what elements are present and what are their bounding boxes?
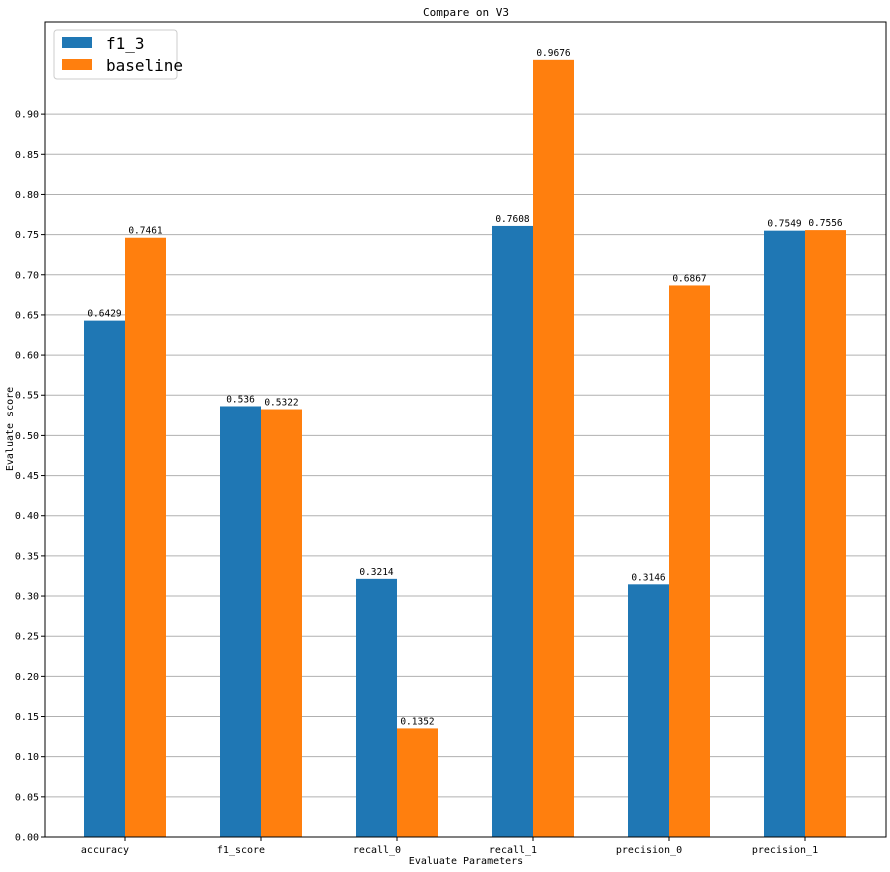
bar-value-label: 0.3214 (359, 567, 394, 578)
y-tick-label: 0.10 (15, 752, 39, 763)
chart-title: Compare on V3 (423, 6, 509, 19)
x-tick-label: accuracy (81, 845, 129, 856)
y-tick-label: 0.50 (15, 431, 39, 442)
y-tick-label: 0.35 (15, 551, 39, 562)
legend: f1_3 baseline (53, 29, 183, 80)
bar-baseline (533, 59, 574, 838)
bar-value-label: 0.536 (226, 394, 255, 405)
y-tick-label: 0.70 (15, 270, 39, 281)
bars (84, 59, 846, 838)
bar-f1-3 (220, 406, 261, 837)
grid-lines (45, 113, 886, 838)
bar-f1-3 (492, 225, 533, 837)
bar-value-label: 0.9676 (536, 48, 571, 59)
x-tick-label: precision_1 (752, 845, 818, 856)
bar-f1-3 (84, 320, 125, 837)
y-tick-label: 0.65 (15, 310, 39, 321)
y-tick-label: 0.25 (15, 632, 39, 643)
y-tick-label: 0.45 (15, 471, 39, 482)
y-tick-label: 0.55 (15, 391, 39, 402)
x-tick-label: recall_1 (489, 845, 537, 856)
y-tick-label: 0.00 (15, 833, 39, 844)
bar-baseline (669, 285, 710, 837)
legend-swatch-f1-3 (62, 37, 92, 48)
bar-value-label: 0.7608 (495, 214, 530, 225)
value-labels: 0.6429 0.7461 0.536 0.5322 0.3214 0.1352 0.760… (87, 48, 843, 728)
x-axis-ticks: accuracy f1_score recall_0 recall_1 precisio… (81, 837, 818, 856)
bar-baseline (125, 237, 166, 837)
plot-area-frame (44, 21, 887, 838)
bar-value-label: 0.7549 (767, 219, 802, 230)
y-axis-ticks: 0.00 0.05 0.10 0.15 0.20 0.25 0.30 0.35 0.40 0.45… (15, 110, 45, 844)
bar-baseline (805, 230, 846, 838)
y-tick-label: 0.85 (15, 150, 39, 161)
bar-baseline (397, 728, 438, 837)
y-tick-label: 0.40 (15, 511, 39, 522)
y-tick-label: 0.90 (15, 110, 39, 121)
x-tick-label: recall_0 (353, 845, 401, 856)
bar-value-label: 0.1352 (400, 716, 434, 727)
bar-value-label: 0.7461 (128, 226, 163, 237)
x-tick-label: f1_score (217, 845, 265, 856)
y-tick-label: 0.60 (15, 351, 39, 362)
y-tick-label: 0.75 (15, 230, 39, 241)
y-tick-label: 0.80 (15, 190, 39, 201)
bar-value-label: 0.6867 (672, 273, 706, 284)
bar-f1-3 (764, 230, 805, 837)
x-axis-title: Evaluate Parameters (409, 856, 523, 867)
y-axis-title: Evaluate score (5, 387, 16, 471)
bar-value-label: 0.6429 (87, 309, 122, 320)
y-tick-label: 0.20 (15, 672, 39, 683)
bar-value-label: 0.5322 (264, 398, 298, 409)
bar-value-label: 0.3146 (631, 572, 666, 583)
bar-baseline (261, 409, 302, 837)
legend-label-baseline: baseline (106, 56, 183, 75)
bar-f1-3 (356, 578, 397, 837)
y-tick-label: 0.30 (15, 592, 39, 603)
bar-f1-3 (628, 584, 669, 837)
legend-swatch-baseline (62, 59, 92, 70)
bar-value-label: 0.7556 (808, 218, 843, 229)
y-tick-label: 0.15 (15, 712, 39, 723)
legend-label-f1-3: f1_3 (106, 34, 145, 53)
y-tick-label: 0.05 (15, 792, 39, 803)
x-tick-label: precision_0 (616, 845, 682, 856)
